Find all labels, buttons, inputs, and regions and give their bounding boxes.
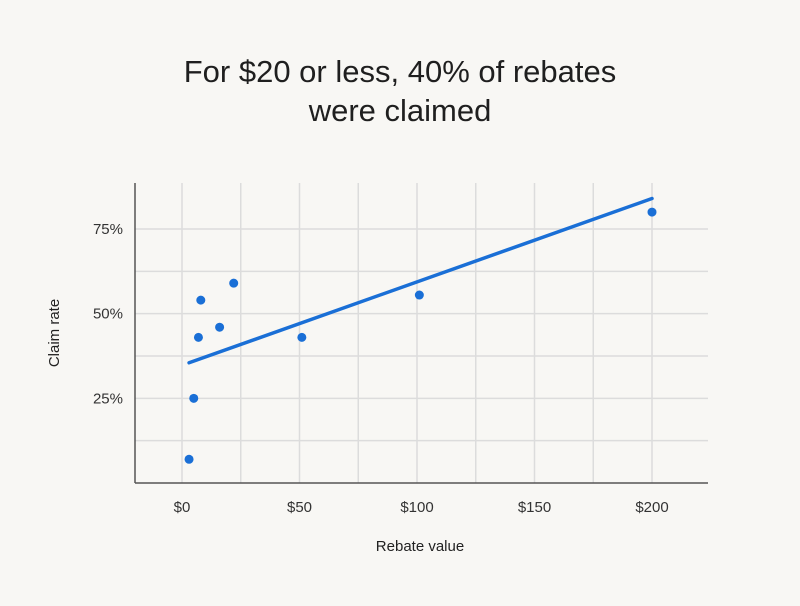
data-point-8 [647,207,657,217]
trendline-layer [187,196,654,365]
data-point-2 [193,332,203,342]
y-tick-label-0: 25% [93,390,123,407]
chart-title: For $20 or less, 40% of rebates were cla… [0,52,800,130]
y-tick-label-2: 75% [93,221,123,238]
data-point-4 [215,322,225,332]
tick-labels: $0 $50 $100 $150 $200 25% 50% 75% [93,221,669,516]
axes [134,183,708,484]
x-tick-label-0: $0 [174,499,191,516]
y-axis-title: Claim rate [46,299,63,367]
data-point-5 [229,278,239,288]
data-point-3 [196,295,206,305]
data-point-1 [189,393,199,403]
trendline [187,196,654,365]
x-tick-label-1: $50 [287,499,312,516]
data-points [184,207,657,464]
data-point-7 [414,290,424,300]
x-tick-label-4: $200 [635,499,668,516]
chart-title-line-2: were claimed [308,93,492,128]
data-point-0 [184,454,194,464]
y-tick-label-1: 50% [93,306,123,323]
gridlines [135,183,708,483]
x-tick-label-3: $150 [518,499,551,516]
chart-title-line-1: For $20 or less, 40% of rebates [183,54,617,89]
x-tick-label-2: $100 [400,499,433,516]
data-point-6 [297,332,307,342]
x-axis-title: Rebate value [376,538,464,555]
